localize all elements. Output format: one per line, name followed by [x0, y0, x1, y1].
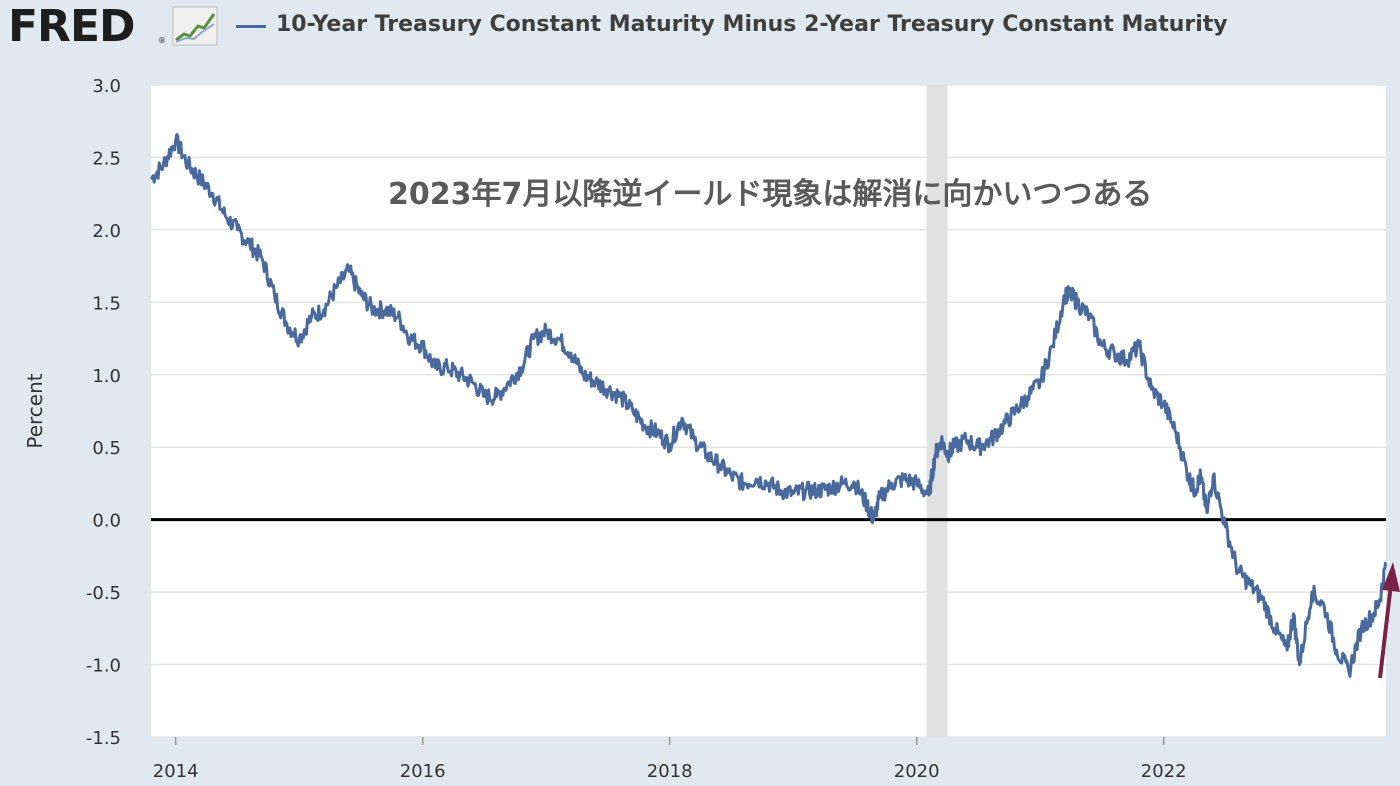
y-tick-label: 2.0	[92, 221, 121, 242]
legend-line-swatch	[236, 25, 266, 28]
x-tick-label: 2014	[153, 761, 199, 782]
y-tick-label: 0.0	[92, 511, 121, 532]
y-tick-label: -1.0	[86, 656, 121, 677]
chart-header: FRED ® 10-Year Treasury Constant Maturit…	[0, 0, 1400, 56]
arrow-shaft	[1378, 583, 1393, 679]
y-tick-label: 1.5	[92, 293, 121, 314]
y-axis-ticks: 3.0 2.5 2.0 1.5 1.0 0.5 0.0 -0.5 -1.0 -1.5	[86, 76, 121, 749]
y-tick-label: -0.5	[86, 583, 121, 604]
x-tick-label: 2018	[647, 761, 693, 782]
y-tick-label: 2.5	[92, 148, 121, 169]
x-axis-ticks: 2014 2016 2018 2020 2022	[153, 737, 1187, 782]
trend-arrow	[1378, 562, 1400, 679]
x-tick-label: 2020	[894, 761, 940, 782]
fred-chart-icon	[172, 6, 218, 46]
y-tick-label: 0.5	[92, 438, 121, 459]
y-axis-label: Percent	[23, 373, 47, 448]
y-tick-label: 3.0	[92, 76, 121, 97]
x-tick-label: 2016	[400, 761, 446, 782]
y-tick-label: 1.0	[92, 366, 121, 387]
arrow-head	[1382, 562, 1400, 592]
y-tick-label: -1.5	[86, 728, 121, 749]
fred-logo-registered-mark: ®	[158, 36, 166, 45]
annotation-text: 2023年7月以降逆イールド現象は解消に向かいつつある	[388, 177, 1152, 212]
series-layer	[149, 133, 1387, 678]
plot-background	[151, 85, 1386, 737]
recession-band	[926, 85, 948, 737]
series-line	[149, 133, 1387, 678]
x-tick-label: 2022	[1141, 761, 1187, 782]
series-title: 10-Year Treasury Constant Maturity Minus…	[276, 12, 1228, 37]
fred-logo[interactable]: FRED	[8, 1, 136, 52]
